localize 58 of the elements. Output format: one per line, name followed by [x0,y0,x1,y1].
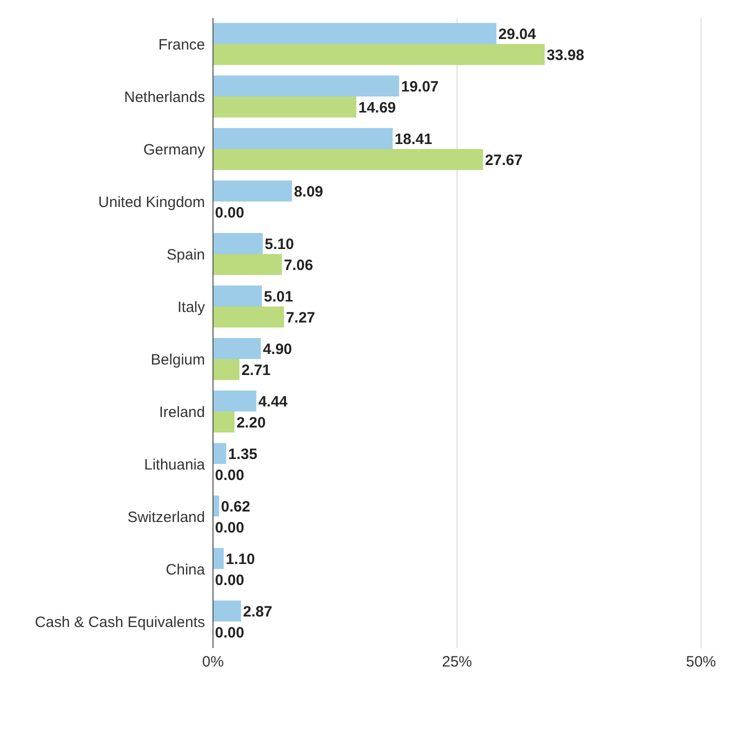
y-tick-label: Germany [143,142,206,159]
data-label: 0.00 [215,467,244,484]
data-label: 0.00 [215,204,244,222]
bar [213,338,261,359]
bar [213,390,256,412]
y-tick-label: United Kingdom [98,194,205,212]
y-tick-label: France [158,36,205,54]
data-label: 5.01 [264,288,294,306]
bar [213,286,262,306]
x-tick-label: 50% [686,654,716,671]
bar [213,233,263,254]
data-label: 19.07 [401,78,439,96]
data-label: 18.41 [394,131,432,148]
data-label: 1.35 [228,446,258,463]
data-label: 0.62 [221,498,250,516]
data-label: 14.69 [358,100,396,116]
y-tick-label: Cash & Cash Equivalents [34,614,205,632]
y-tick-label: Lithuania [144,456,206,474]
y-tick-label: Netherlands [124,89,205,106]
bar [213,359,240,380]
bar [213,412,234,432]
data-label: 0.00 [215,520,244,536]
y-tick-label: Spain [166,246,205,264]
bar [213,23,496,44]
bar [213,76,400,96]
x-tick-label: 0% [202,654,224,671]
bar [213,496,220,516]
data-label: 0.00 [215,572,244,589]
y-tick-label: Belgium [150,352,205,369]
data-label: 1.10 [226,551,255,568]
bar [213,128,393,149]
data-label: 33.98 [546,47,584,64]
data-label: 29.04 [498,26,537,43]
data-label: 0.00 [215,624,244,642]
bar [213,443,226,464]
data-label: 7.27 [286,310,316,326]
data-label: 2.71 [241,362,271,379]
data-label: 2.20 [236,414,266,432]
bar [213,96,356,118]
bar [213,254,282,275]
data-label: 27.67 [485,152,523,169]
bar [213,548,224,569]
bar [213,149,484,170]
y-tick-label: Italy [177,299,206,316]
y-tick-label: Switzerland [127,509,205,526]
data-label: 5.10 [264,236,294,253]
x-tick-label: 25% [442,654,472,671]
data-label: 7.06 [284,257,314,274]
data-label: 4.44 [258,394,288,410]
bar [213,44,545,65]
y-tick-label: Ireland [159,404,205,422]
bar [213,306,284,328]
data-label: 4.90 [262,341,292,358]
data-label: 8.09 [294,184,324,200]
y-tick-label: China [166,562,206,579]
bar [213,600,242,622]
data-label: 2.87 [243,604,272,620]
bar [213,180,292,202]
